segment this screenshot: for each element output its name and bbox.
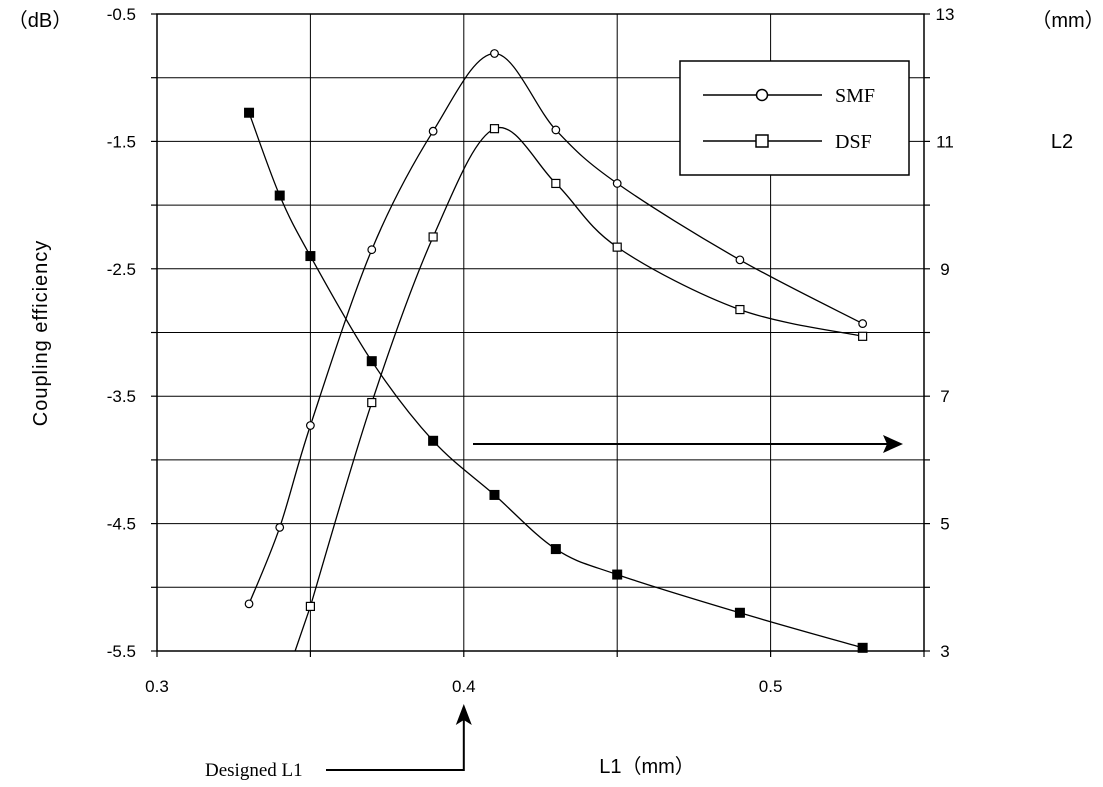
point-smf: [612, 179, 622, 188]
legend: SMF DSF: [679, 60, 910, 176]
point-smf: [244, 599, 254, 609]
point-smf: [428, 126, 438, 136]
point-l2: [366, 356, 377, 367]
point-dsf: [858, 331, 868, 341]
y-tick-label: -2.5: [107, 260, 136, 279]
legend-marker-dsf: [755, 134, 769, 148]
y-tick-label: -3.5: [107, 387, 136, 406]
legend-label-dsf: DSF: [835, 131, 872, 153]
point-smf: [367, 245, 377, 255]
point-l2: [612, 569, 623, 580]
y-tick-label: -1.5: [107, 132, 136, 151]
y-tick-label: -4.5: [107, 515, 136, 534]
point-l2: [428, 435, 439, 446]
legend-marker-smf: [755, 88, 769, 102]
point-l2: [489, 489, 500, 500]
tick-labels: -0.5 -1.5 -2.5 -3.5 -4.5 -5.5 13 11 9 7 5 3 0.3 0.4 0.…: [107, 5, 955, 696]
grid: [151, 13, 930, 657]
designed-l1-annotation: Designed L1: [205, 704, 472, 781]
x-tick-label: 0.3: [145, 677, 169, 696]
point-smf: [551, 125, 561, 135]
point-smf: [306, 421, 315, 430]
curve-l2: [248, 112, 863, 649]
point-dsf: [551, 178, 561, 189]
point-dsf: [489, 124, 500, 134]
point-l2: [305, 251, 316, 262]
point-smf: [735, 255, 745, 265]
y2-unit-label: （mm）: [1031, 9, 1103, 32]
curve-dsf: [294, 126, 863, 652]
point-smf: [275, 523, 285, 532]
designed-l1-arrow-line: [326, 720, 465, 771]
y2-tick-label: 13: [936, 5, 955, 24]
y2-axis-title: L2: [1051, 131, 1073, 153]
point-dsf: [367, 397, 377, 408]
point-dsf: [612, 242, 622, 252]
point-l2: [550, 544, 561, 555]
designed-l1-label: Designed L1: [205, 760, 303, 781]
point-l2: [244, 107, 255, 118]
point-l2: [734, 607, 745, 618]
legend-label-smf: SMF: [835, 85, 875, 107]
x-axis-title: L1（mm）: [599, 755, 695, 778]
right-axis-arrow-head: [883, 435, 903, 453]
y-unit-label: （dB）: [8, 9, 72, 32]
y-axis-title: Coupling efficiency: [30, 240, 52, 427]
point-dsf: [305, 601, 315, 612]
x-tick-label: 0.4: [452, 677, 476, 696]
y2-tick-label: 11: [936, 132, 954, 151]
right-axis-arrow: [473, 435, 903, 453]
point-dsf: [735, 304, 745, 315]
y2-tick-label: 3: [940, 642, 949, 661]
y2-tick-label: 5: [940, 515, 949, 534]
designed-l1-arrow-head: [455, 704, 472, 725]
y-tick-label: -5.5: [107, 642, 136, 661]
series-markers: [244, 49, 868, 653]
point-smf: [858, 319, 868, 328]
point-dsf: [428, 232, 438, 242]
legend-box: [679, 60, 910, 176]
point-smf: [490, 49, 499, 58]
y2-tick-label: 7: [940, 387, 949, 406]
y2-tick-label: 9: [940, 260, 949, 279]
x-tick-label: 0.5: [759, 677, 783, 696]
point-l2: [274, 190, 285, 201]
curve-smf: [248, 52, 863, 605]
y-tick-label: -0.5: [107, 5, 136, 24]
point-l2: [857, 642, 868, 653]
